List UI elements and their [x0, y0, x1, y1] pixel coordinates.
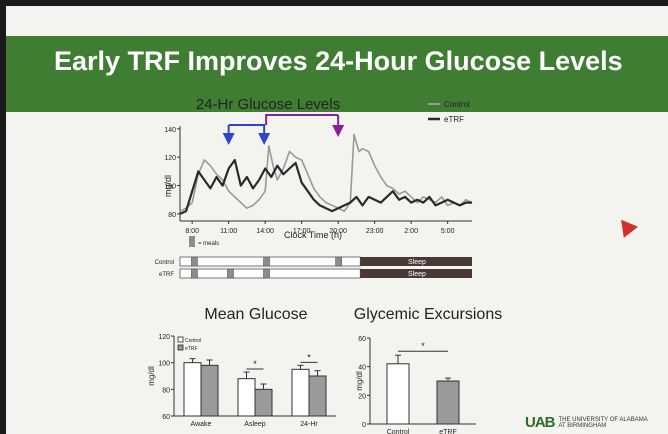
mean-ytick-label: 120	[158, 334, 170, 341]
mean-chart-ylabel: mg/dl	[147, 366, 156, 386]
mean-bar-etrf	[254, 388, 273, 417]
line-chart-title: 24-Hr Glucose Levels	[196, 96, 340, 113]
line-ytick-label: 140	[164, 127, 176, 134]
meals-legend-label: = meals	[198, 241, 219, 247]
mean-chart-legend: Control eTRF	[177, 336, 201, 352]
mean-bar-etrf	[308, 375, 327, 417]
line-chart-xlabel: Clock Time (h)	[284, 230, 342, 240]
exc-significance-star: *	[421, 341, 425, 351]
timeline-meal-marker	[227, 268, 234, 279]
line-xtick-label: 14:00	[256, 228, 274, 235]
slide: Early TRF Improves 24-Hour Glucose Level…	[6, 6, 668, 434]
logo-text: THE UNIVERSITY OF ALABAMA AT BIRMINGHAM	[558, 416, 648, 429]
series-line-etrf	[179, 158, 472, 215]
uab-logo: UAB THE UNIVERSITY OF ALABAMA AT BIRMING…	[525, 414, 649, 431]
mean-category-label: Awake	[191, 421, 212, 428]
mean-ytick-label: 60	[162, 414, 170, 421]
series-line-control	[179, 133, 473, 212]
meals-legend-swatch	[189, 236, 195, 247]
exc-bar-control	[386, 363, 410, 425]
timeline-awake-bar	[179, 268, 361, 279]
exc-bar-etrf	[436, 380, 460, 425]
exc-ytick-label: 0	[362, 422, 366, 429]
line-chart-legend: Control eTRF	[428, 100, 470, 124]
mean-significance-star: *	[253, 359, 257, 369]
line-xtick-label: 2:00	[404, 228, 418, 235]
exc-ytick-label: 20	[358, 393, 366, 400]
line-ytick-label: 80	[168, 212, 176, 219]
glycemic-excursions-chart: Glycemic Excursions 0 20 40 60 Control eTRF *…	[354, 306, 502, 434]
exc-chart-title: Glycemic Excursions	[354, 306, 502, 323]
line-xtick-label: 8:00	[185, 228, 199, 235]
mean-legend-etrf-label: eTRF	[185, 346, 198, 352]
timeline-sleep-bar	[360, 269, 472, 278]
line-xtick-label: 11:00	[220, 228, 237, 235]
legend-etrf-label: eTRF	[444, 115, 464, 124]
exc-chart-ylabel: mg/dl	[355, 371, 364, 391]
timeline-awake-bar	[179, 256, 361, 267]
timeline-meal-marker	[191, 256, 198, 267]
glucose-line-chart: 24-Hr Glucose Levels 80 100 120 140 8:00 11:0…	[163, 96, 473, 240]
exc-category-label: eTRF	[439, 429, 457, 434]
mean-category-label: Asleep	[244, 421, 266, 428]
mean-significance-star: *	[307, 352, 311, 362]
timeline-row-etrf-label: eTRF	[159, 272, 174, 278]
timeline-meal-marker	[263, 256, 270, 267]
legend-control-label: Control	[444, 100, 470, 109]
timeline-row-control-label: Control	[155, 260, 174, 266]
logo-mark: UAB	[525, 414, 555, 431]
line-chart-ylabel: mg/dl	[163, 175, 173, 197]
exc-category-label: Control	[387, 429, 410, 434]
mean-bar-control	[237, 378, 256, 417]
mean-ytick-label: 100	[158, 361, 170, 368]
charts-canvas: 24-Hr Glucose Levels 80 100 120 140 8:00 11:0…	[147, 96, 502, 434]
timeline-meal-marker	[191, 268, 198, 279]
mean-bar-control	[183, 362, 202, 417]
mean-category-label: 24-Hr	[300, 421, 318, 428]
timeline-sleep-label-control: Sleep	[408, 259, 426, 266]
mean-glucose-chart: Mean Glucose 60 80 100 120 Awake Asleep * 24-H…	[147, 306, 336, 428]
line-chart-axes: 80 100 120 140 8:00 11:00 14:00 17:00 20:00 23:00…	[164, 126, 472, 235]
mean-legend-etrf-swatch	[177, 344, 184, 351]
mean-bar-control	[291, 368, 310, 417]
timeline-meal-marker	[263, 268, 270, 279]
line-xtick-label: 20:00	[329, 228, 347, 235]
mean-legend-control-label: Control	[185, 338, 201, 344]
exc-ytick-label: 60	[358, 336, 366, 343]
timeline-meal-marker	[335, 256, 342, 267]
timeline-sleep-bar	[360, 257, 472, 266]
meal-arrows	[222, 114, 345, 145]
line-ytick-label: 100	[164, 184, 176, 191]
timeline-sleep-label-etrf: Sleep	[408, 271, 426, 278]
mean-legend-control-swatch	[177, 336, 184, 343]
line-xtick-label: 5:00	[441, 228, 455, 235]
line-xtick-label: 17:00	[293, 228, 311, 235]
mean-chart-title: Mean Glucose	[204, 306, 307, 323]
line-xtick-label: 23:00	[366, 228, 384, 235]
title-bar: Early TRF Improves 24-Hour Glucose Level…	[6, 36, 668, 112]
meal-timeline: = meals Control eTRF Sleep Sleep	[155, 236, 472, 279]
exc-ytick-label: 40	[358, 365, 366, 372]
exc-chart-bars: Control eTRF *	[386, 341, 460, 434]
line-ytick-label: 120	[164, 155, 176, 162]
line-chart-series	[179, 133, 473, 215]
mean-ytick-label: 80	[162, 387, 170, 394]
mean-bar-etrf	[200, 364, 219, 417]
slide-title: Early TRF Improves 24-Hour Glucose Level…	[54, 46, 623, 76]
mean-chart-bars: Awake Asleep * 24-Hr *	[183, 352, 327, 428]
timeline-bars	[179, 256, 472, 279]
